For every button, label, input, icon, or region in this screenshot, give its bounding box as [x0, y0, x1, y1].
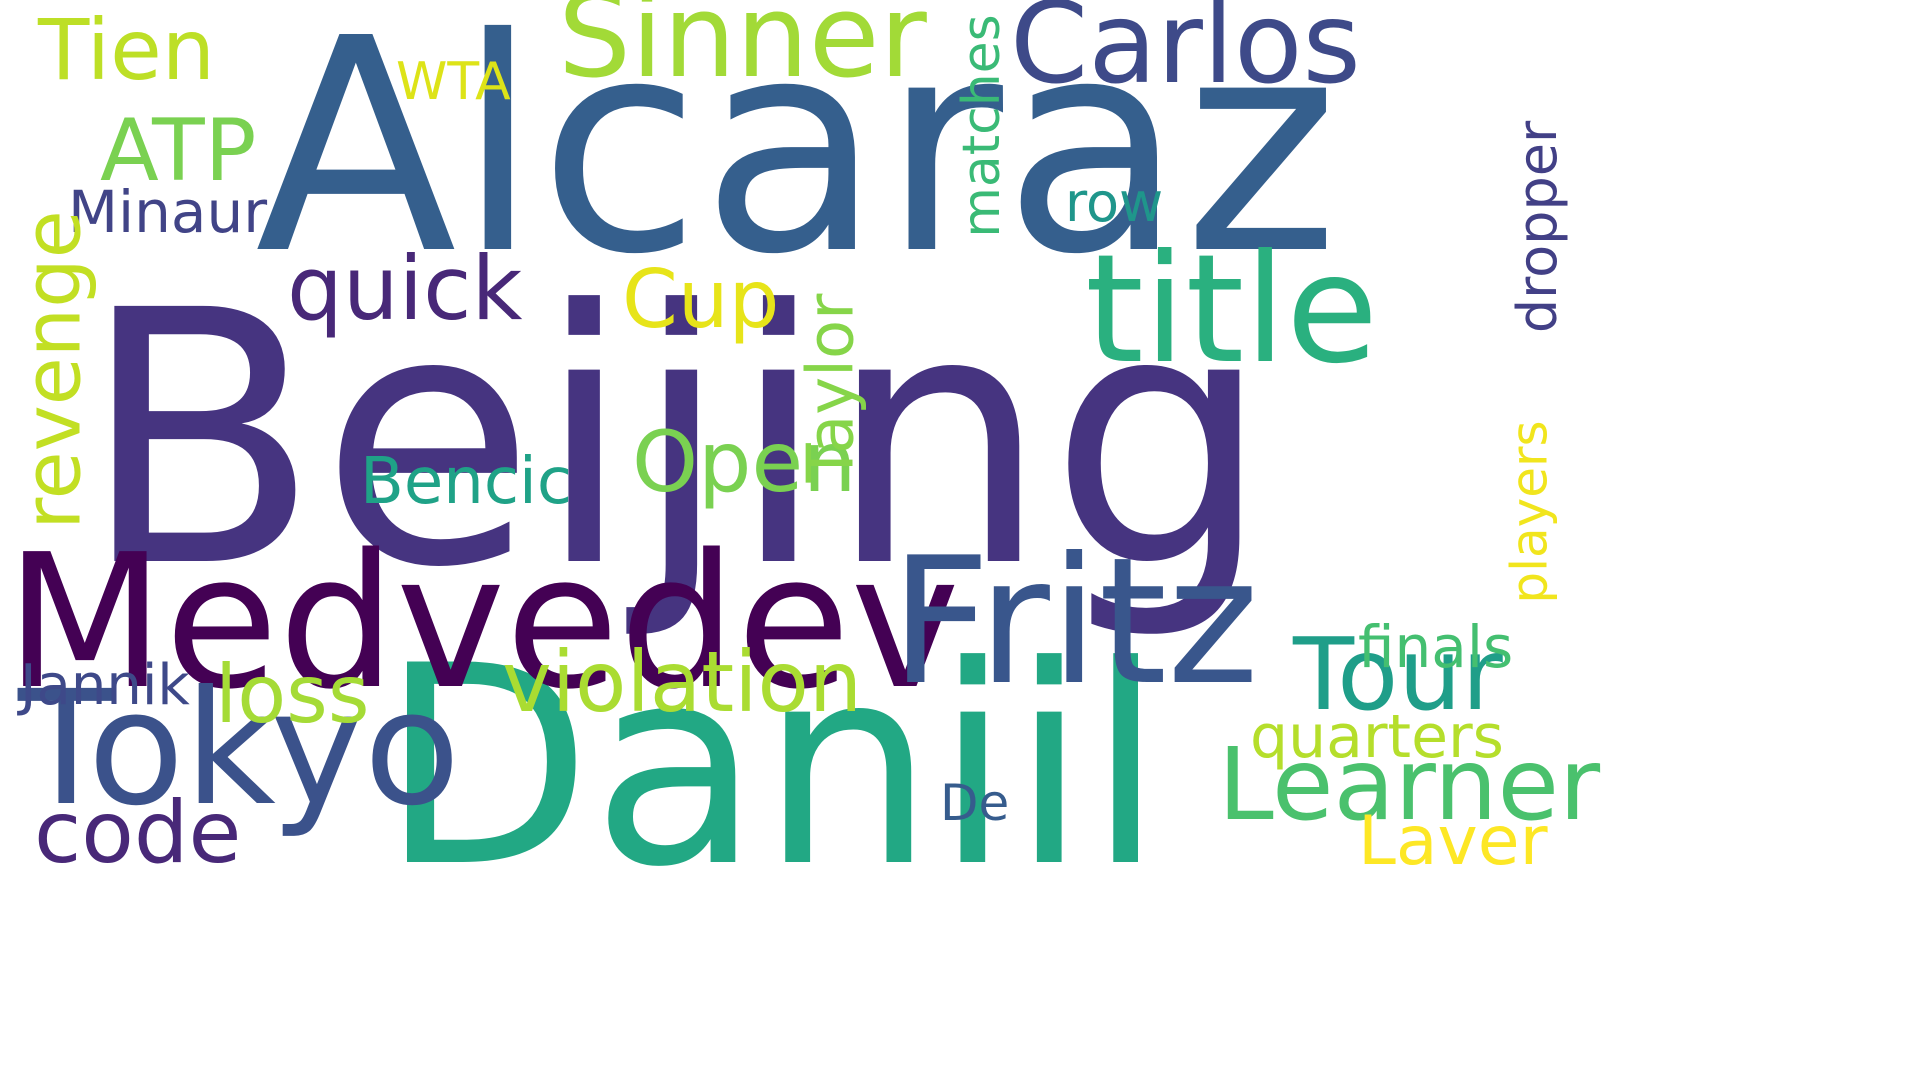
word-laver: Laver [1358, 802, 1548, 881]
word-taylor: Taylor [794, 293, 869, 483]
word-alcaraz: Alcaraz [255, 0, 1339, 319]
word-dropper: dropper [1506, 120, 1570, 334]
word-de: De [940, 774, 1010, 832]
word-minaur: Minaur [68, 178, 268, 246]
word-learner: Learner [1218, 726, 1601, 843]
word-fritz: Fritz [890, 521, 1259, 724]
word-wta: WTA [396, 52, 511, 112]
word-tokyo: Tokyo [18, 657, 461, 841]
word-row: row [1065, 171, 1164, 234]
word-atp: ATP [100, 101, 257, 201]
word-cup: Cup [622, 253, 780, 346]
word-jannik: Jannik [20, 653, 190, 718]
word-matches: matches [951, 14, 1012, 238]
word-violation: violation [502, 633, 863, 731]
word-carlos: Carlos [1010, 0, 1361, 109]
word-medvedev: Medvedev [5, 514, 960, 730]
word-revenge: revenge [8, 210, 99, 530]
word-title: title [1085, 223, 1379, 397]
word-sinner: Sinner [558, 0, 927, 104]
word-finals: finals [1358, 613, 1514, 681]
word-code: code [34, 783, 242, 883]
word-players: players [1500, 420, 1559, 604]
word-quarters: quarters [1250, 702, 1504, 772]
word-quick: quick [287, 237, 523, 340]
word-daniil: Daniil [380, 607, 1164, 927]
word-tien: Tien [38, 1, 215, 99]
word-beijing: Beijing [80, 236, 1272, 644]
word-tour: Tour [1293, 616, 1503, 733]
word-open: Open [632, 413, 857, 511]
word-loss: loss [215, 648, 370, 741]
word-bencic: Bencic [360, 445, 572, 519]
